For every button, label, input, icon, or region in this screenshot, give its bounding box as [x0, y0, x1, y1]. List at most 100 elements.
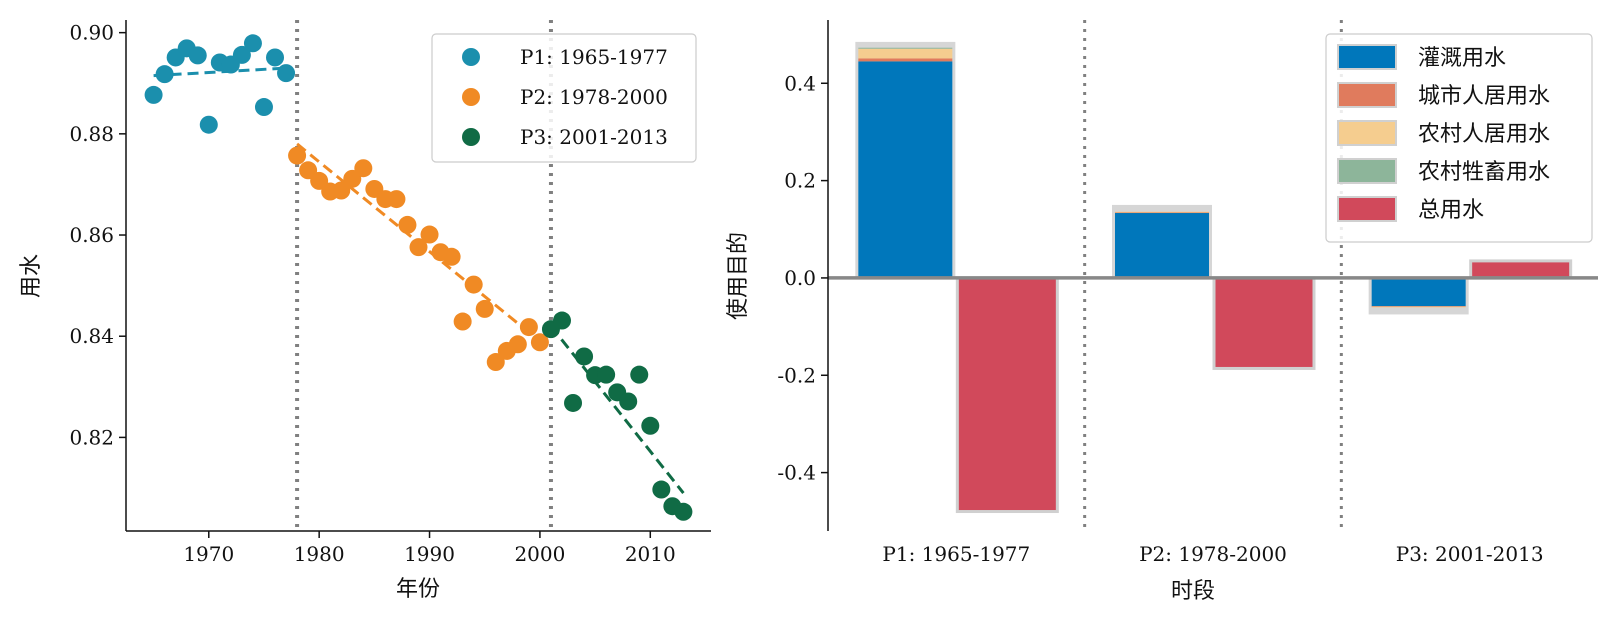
- scatter-points: [144, 34, 693, 521]
- x-tick-label: 1970: [183, 542, 234, 566]
- data-point-p2: [387, 190, 406, 209]
- bar-segment-3: [858, 48, 953, 59]
- breakpoint-lines: [295, 20, 553, 531]
- data-point-p2: [354, 159, 373, 178]
- y-ticks: 0.82 0.84 0.86 0.88 0.90: [69, 21, 126, 449]
- bar-segment-2: [1371, 306, 1466, 307]
- data-point-p2: [453, 312, 472, 331]
- y-axis-label: 使用目的: [726, 232, 751, 320]
- x-ticks: 1970 1980 1990 2000 2010: [183, 531, 676, 566]
- data-point-p1: [199, 115, 218, 134]
- legend-label-livestock: 农村牲畜用水: [1418, 160, 1550, 185]
- bar-segment-2: [1115, 212, 1209, 214]
- data-point-p2: [409, 238, 428, 257]
- bar-segment-2: [858, 58, 953, 62]
- data-point-p2: [475, 299, 494, 318]
- scatter-axes: [125, 20, 711, 532]
- category-label: P3: 2001-2013: [1396, 542, 1544, 566]
- data-point-p3: [619, 392, 638, 411]
- bars: [855, 41, 1573, 514]
- bar-segment-4: [858, 47, 953, 49]
- data-point-p2: [486, 353, 505, 372]
- x-tick-label: 2000: [514, 542, 565, 566]
- data-point-p2: [398, 215, 417, 234]
- category-label: P2: 1978-2000: [1139, 542, 1287, 566]
- y-ticks: -0.4 -0.2 0.0 0.2 0.4: [777, 71, 828, 485]
- legend-marker-p3: [462, 128, 480, 146]
- data-point-p3: [597, 365, 616, 384]
- data-point-p2: [519, 318, 538, 337]
- data-point-p3: [674, 502, 693, 521]
- data-point-p3: [652, 480, 671, 499]
- y-tick-label: -0.2: [777, 363, 816, 387]
- data-point-p3: [641, 416, 660, 435]
- y-tick-label: 0.86: [69, 223, 114, 247]
- data-point-p3: [564, 393, 583, 412]
- period-dividers: [1083, 20, 1343, 531]
- y-tick-label: 0.84: [69, 324, 114, 348]
- x-ticks: P1: 1965-1977 P2: 1978-2000 P3: 2001-2013: [882, 542, 1543, 566]
- y-tick-label: 0.4: [784, 71, 816, 95]
- data-point-p1: [232, 45, 251, 64]
- y-tick-label: 0.82: [69, 425, 114, 449]
- x-tick-label: 1990: [404, 542, 455, 566]
- data-point-p2: [464, 275, 483, 294]
- data-point-p2: [332, 181, 351, 200]
- data-point-p1: [144, 85, 163, 104]
- legend-label-p2: P2: 1978-2000: [520, 85, 668, 109]
- legend-swatch-urban: [1337, 82, 1397, 108]
- data-point-p3: [552, 311, 571, 330]
- y-tick-label: 0.2: [784, 169, 816, 193]
- data-point-p1: [266, 48, 285, 67]
- data-point-p1: [277, 64, 296, 83]
- data-point-p2: [508, 335, 527, 354]
- legend-swatch-rural: [1337, 120, 1397, 146]
- total-bar: [1469, 259, 1573, 280]
- legend-label-p1: P1: 1965-1977: [520, 45, 668, 69]
- bar-segment-3: [1115, 211, 1209, 213]
- data-point-p1: [254, 98, 273, 117]
- data-point-p1: [243, 34, 262, 53]
- x-axis-label: 时段: [1171, 579, 1215, 604]
- legend-label-p3: P3: 2001-2013: [520, 125, 668, 149]
- bar-segment-3: [1371, 306, 1466, 308]
- y-tick-label: 0.88: [69, 122, 114, 146]
- data-point-p1: [188, 46, 207, 65]
- data-point-p3: [630, 365, 649, 384]
- data-point-p3: [575, 347, 594, 366]
- scatter-legend: P1: 1965-1977 P2: 1978-2000 P3: 2001-201…: [431, 33, 697, 163]
- trend-line-p3: [549, 325, 685, 494]
- y-tick-label: 0.0: [784, 266, 816, 290]
- trend-line-p1: [153, 66, 287, 78]
- legend-swatch-total: [1337, 196, 1397, 222]
- y-axis-label: 用水: [19, 254, 44, 298]
- data-point-p2: [288, 146, 307, 165]
- data-point-p2: [442, 247, 461, 266]
- total-bar: [1212, 276, 1316, 370]
- legend-marker-p2: [462, 88, 480, 106]
- x-tick-label: 2010: [625, 542, 676, 566]
- legend-label-urban: 城市人居用水: [1418, 84, 1550, 109]
- y-tick-label: -0.4: [777, 461, 816, 485]
- legend-frame: [431, 33, 697, 163]
- x-tick-label: 1980: [294, 542, 345, 566]
- legend-label-irrigation: 灌溉用水: [1418, 46, 1506, 71]
- legend-label-total: 总用水: [1418, 198, 1484, 223]
- scatter-panel: 1970 1980 1990 2000 2010 0.82 0.84 0.86 0.88 0.9…: [19, 20, 711, 602]
- data-point-p2: [420, 225, 439, 244]
- data-point-p1: [155, 65, 174, 84]
- bar-panel: -0.4 -0.2 0.0 0.2 0.4 P1: 1965-1977 P2: 1978-…: [726, 20, 1598, 604]
- total-bar: [955, 276, 1059, 514]
- legend-swatch-livestock: [1337, 158, 1397, 184]
- category-label: P1: 1965-1977: [882, 542, 1030, 566]
- bar-segment-1: [1371, 277, 1466, 307]
- y-tick-label: 0.90: [69, 21, 114, 45]
- legend-marker-p1: [462, 48, 480, 66]
- bar-legend: 灌溉用水 城市人居用水 农村人居用水 农村牲畜用水 总用水: [1325, 33, 1593, 243]
- x-axis-label: 年份: [396, 577, 440, 602]
- bar-segment-1: [858, 61, 953, 278]
- bar-segment-1: [1115, 212, 1209, 278]
- legend-label-rural: 农村人居用水: [1418, 122, 1550, 147]
